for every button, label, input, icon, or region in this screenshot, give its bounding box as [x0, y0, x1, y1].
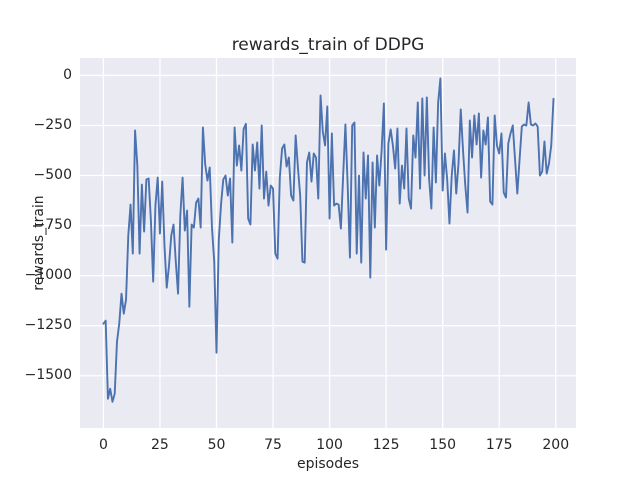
y-tick-label: −1500	[24, 367, 72, 384]
y-tick-label: −250	[33, 116, 72, 133]
y-tick-label: −1250	[24, 317, 72, 334]
plot-area	[80, 57, 576, 428]
chart-title: rewards_train of DDPG	[231, 35, 425, 55]
x-tick-label: 75	[264, 437, 282, 453]
x-tick-label: 175	[485, 437, 513, 453]
x-tick-label: 150	[429, 437, 457, 453]
y-tick-label: −500	[33, 167, 72, 184]
line-chart-svg	[80, 57, 576, 428]
x-axis-label: episodes	[296, 456, 360, 472]
x-tick-label: 0	[98, 437, 108, 453]
y-tick-label: −1000	[24, 267, 72, 284]
rewards-train-line	[102, 76, 555, 403]
x-tick-label: 200	[542, 437, 570, 453]
x-tick-label: 100	[316, 437, 343, 453]
y-tick-label: −750	[33, 217, 72, 234]
x-tick-label: 25	[151, 437, 169, 453]
x-tick-label: 50	[207, 437, 226, 453]
x-tick-label: 125	[372, 437, 400, 453]
y-tick-label: 0	[63, 66, 72, 83]
y-axis-label: rewards_train	[31, 195, 47, 291]
